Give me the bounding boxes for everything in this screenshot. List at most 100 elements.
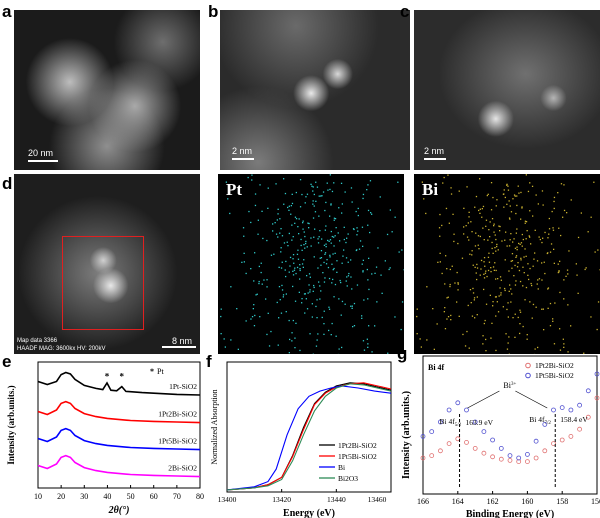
eds-dot (400, 328, 402, 331)
eds-dot (517, 185, 519, 187)
eds-dot (343, 238, 345, 241)
eds-dot (503, 206, 505, 208)
eds-dot (376, 301, 378, 303)
eds-dot (478, 209, 480, 212)
eds-dot (251, 179, 253, 181)
eds-dot (553, 200, 555, 203)
eds-dot (516, 246, 518, 248)
eds-dot (328, 277, 331, 280)
eds-dot (491, 241, 493, 244)
eds-dot (317, 333, 319, 335)
eds-dot (529, 182, 531, 184)
eds-dot (531, 185, 534, 187)
eds-dot (333, 182, 335, 184)
eds-dot (369, 231, 371, 234)
eds-dot (492, 301, 494, 303)
eds-dot (584, 268, 586, 271)
eds-dot (303, 231, 305, 233)
eds-dot (301, 298, 303, 300)
eds-dot (495, 250, 497, 252)
eds-dot (329, 239, 332, 241)
eds-dot (597, 249, 599, 251)
eds-dot (516, 266, 519, 268)
eds-dot (289, 338, 291, 341)
eds-dot (305, 298, 307, 300)
g-point-1 (498, 446, 504, 451)
eds-dot (361, 317, 363, 319)
eds-dot (483, 261, 485, 263)
eds-dot (510, 233, 512, 235)
eds-dot (446, 318, 448, 320)
g-point-0 (446, 441, 452, 446)
eds-dot (327, 239, 329, 242)
eds-dot (576, 274, 578, 276)
eds-dot (488, 229, 490, 231)
g-point-0 (498, 456, 504, 462)
eds-dot (261, 210, 263, 212)
eds-dot (313, 205, 315, 207)
eds-dot (508, 270, 510, 272)
eds-dot (510, 301, 512, 303)
tem-image-b (220, 10, 410, 170)
eds-dot (362, 270, 364, 272)
eds-dot (535, 194, 537, 196)
eds-dot (492, 305, 494, 307)
eds-dot (536, 260, 539, 262)
eds-dot (514, 264, 516, 267)
eds-dot (520, 257, 522, 259)
eds-dot (597, 301, 600, 303)
eds-dot (507, 316, 509, 318)
eds-dot (525, 286, 528, 289)
eds-dot (245, 272, 247, 275)
eds-dot (299, 264, 301, 266)
eds-dot (444, 283, 446, 285)
eds-dot (303, 293, 306, 295)
eds-dot (529, 236, 531, 238)
eds-dot (495, 205, 497, 207)
eds-dot (367, 184, 369, 186)
eds-dot (420, 346, 422, 348)
eds-dot (507, 185, 509, 187)
eds-dot (498, 225, 500, 227)
eds-dot (344, 191, 346, 193)
eds-dot (444, 307, 446, 309)
eds-dot (542, 308, 544, 310)
eds-dot (296, 253, 299, 255)
eds-dot (262, 237, 264, 240)
g-point-1 (524, 452, 530, 457)
eds-dot (522, 238, 524, 241)
eds-dot (539, 238, 541, 241)
eds-dot (504, 196, 506, 199)
eds-dot (230, 286, 232, 288)
eds-dot (290, 205, 292, 207)
eds-dot (299, 268, 301, 270)
panel-label-g: g (397, 344, 408, 363)
eds-dot (251, 174, 253, 176)
eds-dot (304, 235, 306, 238)
g-legend-label-1: 1Pt5Bi-SiO2 (535, 371, 574, 380)
eds-dot (506, 184, 508, 186)
eds-dot (315, 345, 318, 347)
g-point-0 (594, 395, 600, 401)
eds-dot (550, 243, 553, 245)
eds-dot (507, 342, 509, 344)
pt-eds-map (218, 174, 404, 354)
eds-dot (458, 190, 460, 192)
eds-dot (484, 319, 486, 322)
eds-dot (225, 181, 227, 183)
g-arrow-right (515, 390, 548, 409)
eds-dot (504, 289, 506, 292)
eds-dot (327, 189, 329, 191)
eds-dot (492, 252, 494, 254)
eds-dot (367, 209, 370, 212)
eds-dot (544, 272, 546, 275)
eds-dot (258, 282, 260, 285)
eds-dot (362, 197, 364, 200)
eds-dot (532, 215, 534, 217)
eds-dot (266, 286, 268, 288)
eds-dot (315, 305, 317, 308)
eds-dot (315, 181, 317, 183)
eds-dot (585, 267, 587, 269)
eds-dot (265, 298, 267, 300)
eds-dot (473, 297, 476, 299)
